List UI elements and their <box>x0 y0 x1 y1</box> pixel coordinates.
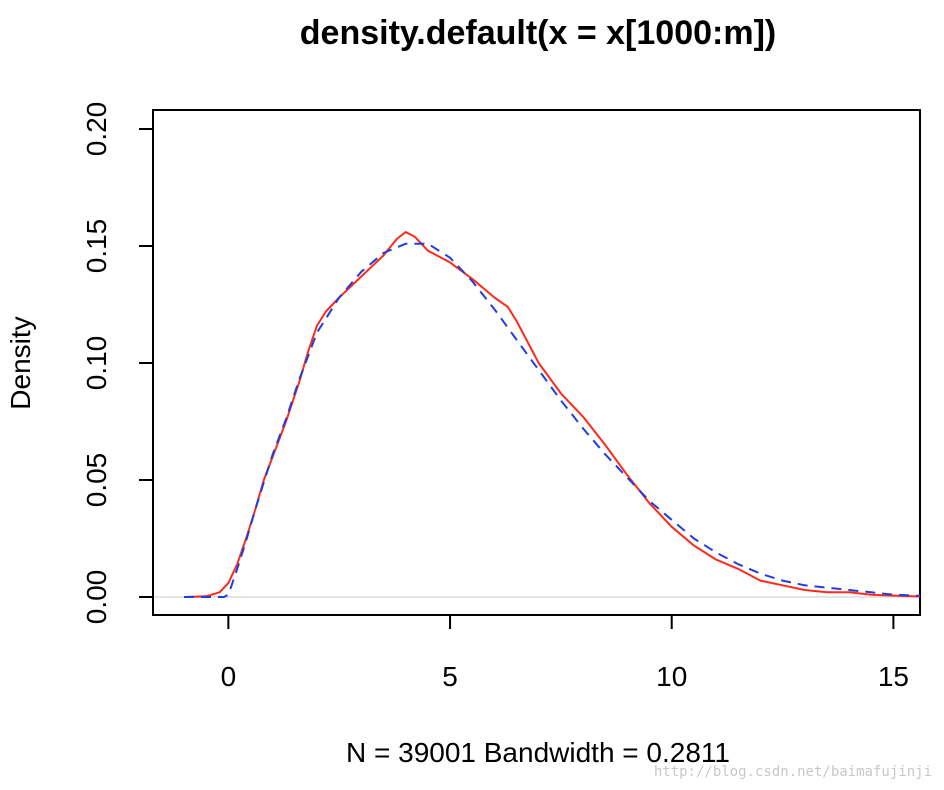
x-axis-label: N = 39001 Bandwidth = 0.2811 <box>346 737 730 768</box>
x-axis: 0 5 10 15 <box>221 614 909 692</box>
y-tick-label: 0.05 <box>81 453 112 508</box>
plot-area <box>154 231 921 598</box>
chart-title: density.default(x = x[1000:m]) <box>300 14 776 52</box>
y-axis-label: Density <box>5 316 36 409</box>
x-tick-label: 0 <box>221 661 237 692</box>
x-tick-label: 10 <box>656 661 687 692</box>
y-tick-label: 0.00 <box>81 570 112 625</box>
x-tick-label: 15 <box>878 661 909 692</box>
y-tick-label: 0.20 <box>81 102 112 157</box>
x-tick-label: 5 <box>442 661 458 692</box>
y-axis: 0.00 0.05 0.10 0.15 0.20 <box>81 102 154 625</box>
series-line-gamma-fit <box>184 242 921 598</box>
watermark-text: http://blog.csdn.net/baimafujinji <box>654 764 932 780</box>
series-line-kernel-density <box>183 231 921 598</box>
plot-frame <box>152 109 921 616</box>
y-tick-label: 0.15 <box>81 219 112 274</box>
y-tick-label: 0.10 <box>81 336 112 391</box>
